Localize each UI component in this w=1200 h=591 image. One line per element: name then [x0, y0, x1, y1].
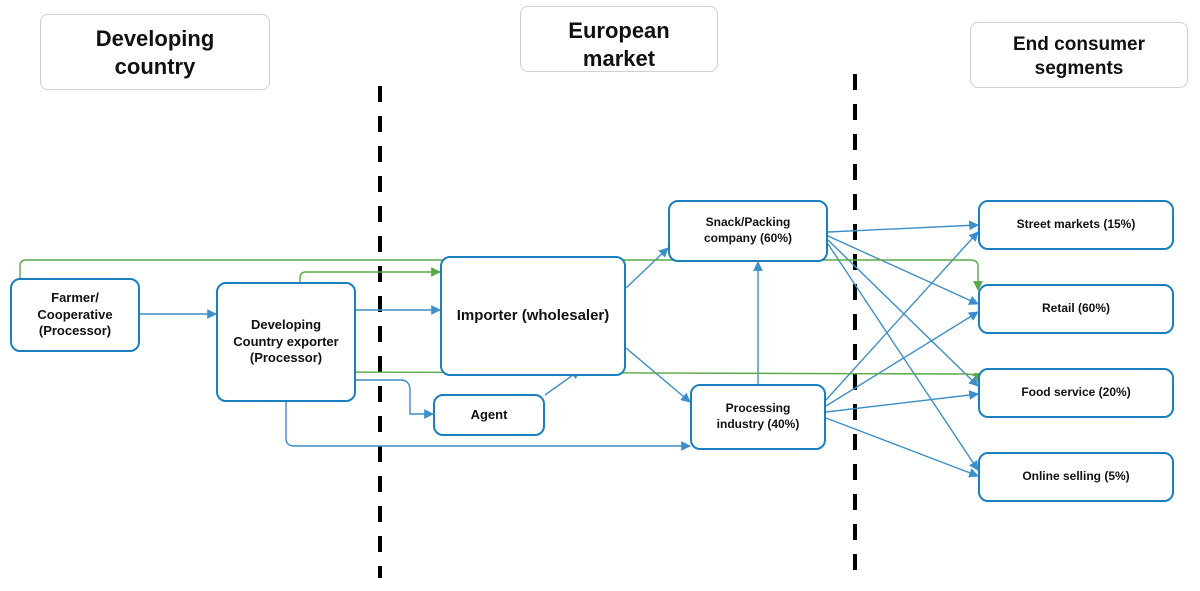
- edge-proc-to-retail: [826, 312, 978, 406]
- node-retail: Retail (60%): [978, 284, 1174, 334]
- edge-importer-to-snack: [626, 248, 668, 288]
- edge-snack-to-retail: [828, 236, 978, 304]
- edge-exporter-to-importer: [300, 272, 440, 282]
- section-header-end-consumer-segments: End consumer segments: [970, 22, 1188, 88]
- node-online-selling: Online selling (5%): [978, 452, 1174, 502]
- edge-proc-to-online: [826, 418, 978, 476]
- node-label: Agent: [471, 407, 508, 424]
- edge-snack-to-street: [828, 225, 978, 232]
- edge-exporter-to-food: [320, 282, 978, 382]
- section-header-european-market: European market: [520, 6, 718, 72]
- node-label: Importer (wholesaler): [457, 306, 610, 326]
- node-label: Retail (60%): [1042, 301, 1110, 317]
- edge-importer-to-proc: [626, 348, 690, 402]
- node-label: Developing Country exporter (Processor): [228, 317, 344, 368]
- section-header-developing-country: Developing country: [40, 14, 270, 90]
- node-food-service: Food service (20%): [978, 368, 1174, 418]
- edge-proc-to-street: [826, 232, 978, 400]
- edge-proc-to-food: [826, 394, 978, 412]
- node-snack-packing-company: Snack/Packing company (60%): [668, 200, 828, 262]
- node-agent: Agent: [433, 394, 545, 436]
- section-header-label: European market: [568, 18, 669, 71]
- node-label: Food service (20%): [1021, 385, 1130, 401]
- node-label: Online selling (5%): [1022, 469, 1129, 485]
- section-header-label: End consumer segments: [1013, 34, 1145, 79]
- node-label: Snack/Packing company (60%): [680, 215, 816, 246]
- node-label: Street markets (15%): [1017, 217, 1136, 233]
- section-header-label: Developing country: [96, 26, 215, 79]
- node-developing-country-exporter: Developing Country exporter (Processor): [216, 282, 356, 402]
- node-farmer-cooperative: Farmer/ Cooperative (Processor): [10, 278, 140, 352]
- node-label: Processing industry (40%): [702, 401, 814, 432]
- edge-exporter-to-agent: [356, 380, 433, 414]
- edge-snack-to-food: [828, 240, 978, 386]
- edge-snack-to-online: [828, 244, 978, 470]
- node-street-markets: Street markets (15%): [978, 200, 1174, 250]
- node-processing-industry: Processing industry (40%): [690, 384, 826, 450]
- node-label: Farmer/ Cooperative (Processor): [22, 290, 128, 341]
- node-importer-wholesaler: Importer (wholesaler): [440, 256, 626, 376]
